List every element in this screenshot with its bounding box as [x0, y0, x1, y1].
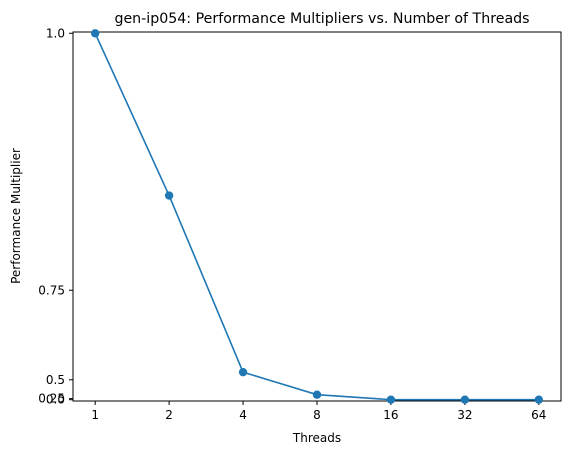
x-tick-label: 16: [383, 408, 398, 422]
data-point: [386, 395, 396, 404]
chart-title: gen-ip054: Performance Multipliers vs. N…: [114, 11, 529, 27]
data-point: [534, 395, 544, 404]
y-tick-label: 0.0: [46, 393, 65, 407]
data-point: [312, 390, 322, 399]
y-axis-label: Performance Multiplier: [9, 148, 23, 284]
plot-area: [72, 31, 562, 402]
y-tick-label: 0.75: [38, 283, 65, 297]
x-axis: 1 2 4 8 16 32 64: [91, 401, 546, 422]
data-point: [460, 395, 470, 404]
y-axis: 0.00.25 0.5 0.75 1.0: [38, 26, 73, 407]
y-tick-label: 1.0: [46, 26, 65, 40]
x-tick-label: 8: [313, 408, 321, 422]
x-tick-label: 1: [91, 408, 99, 422]
y-tick-label: 0.25: [38, 392, 65, 406]
x-axis-label: Threads: [292, 431, 341, 445]
series-line: [94, 32, 539, 401]
series-group: [90, 29, 544, 404]
data-point: [238, 367, 248, 377]
data-point: [90, 29, 100, 38]
x-tick-label: 32: [457, 408, 472, 422]
x-tick-label: 4: [239, 408, 247, 422]
x-tick-label: 2: [165, 408, 173, 422]
y-tick-label: 0.5: [46, 373, 65, 387]
x-tick-label: 64: [531, 408, 546, 422]
data-point: [164, 191, 174, 200]
